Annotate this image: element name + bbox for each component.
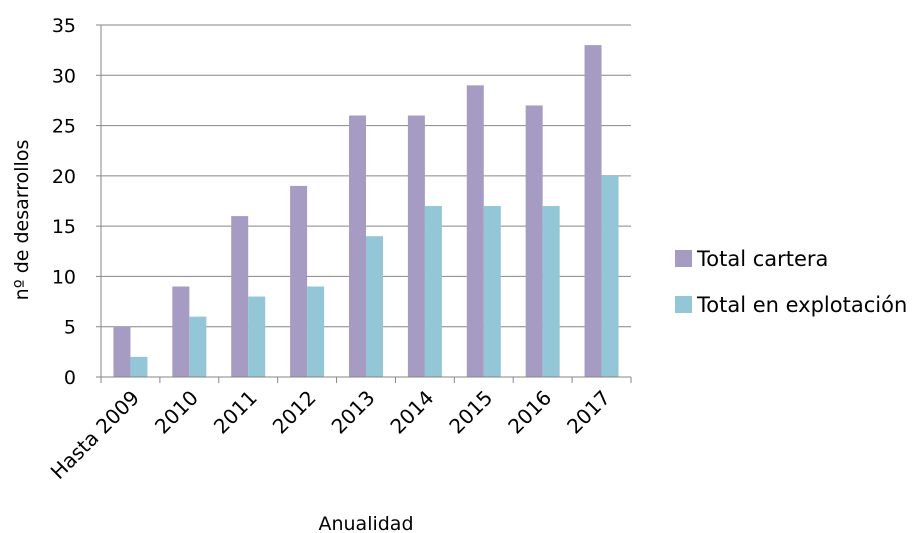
y-axis-title: nº de desarrollos bbox=[11, 140, 33, 301]
bars bbox=[113, 45, 619, 377]
legend-label: Total cartera bbox=[696, 247, 828, 271]
y-tick-label: 15 bbox=[52, 216, 76, 238]
y-tick-label: 20 bbox=[52, 166, 76, 188]
bar-total-cartera bbox=[231, 216, 249, 377]
bar-total-cartera bbox=[172, 286, 190, 377]
bar-total-en-explotacion bbox=[307, 286, 325, 377]
x-tick-labels: Hasta 2009 2010 2011 2012 2013 2014 2015 2016 20… bbox=[46, 377, 632, 484]
x-tick-label: 2017 bbox=[562, 386, 615, 439]
x-tick-label: Hasta 2009 bbox=[46, 386, 144, 484]
bar-total-en-explotacion bbox=[366, 236, 383, 377]
x-tick-label: 2015 bbox=[444, 386, 497, 439]
axes bbox=[100, 25, 631, 378]
bar-total-cartera bbox=[466, 85, 484, 377]
bar-total-en-explotacion bbox=[542, 206, 560, 377]
x-tick-label: 2012 bbox=[268, 386, 321, 439]
bar-total-en-explotacion bbox=[130, 356, 148, 377]
x-tick-label: 2014 bbox=[385, 386, 438, 439]
y-tick-labels: 0 5 10 15 20 25 30 35 bbox=[52, 15, 101, 389]
y-tick-label: 25 bbox=[52, 116, 76, 138]
legend-label: Total en explotación bbox=[696, 293, 907, 317]
x-tick-label: 2010 bbox=[150, 386, 203, 439]
x-tick-label: 2011 bbox=[209, 386, 262, 439]
bar-total-cartera bbox=[525, 105, 543, 377]
legend: Total cartera Total en explotación bbox=[675, 247, 907, 317]
x-axis-title: Anualidad bbox=[318, 513, 413, 533]
bar-total-en-explotacion bbox=[483, 206, 501, 377]
bar-total-en-explotacion bbox=[189, 316, 207, 377]
x-tick-label: 2016 bbox=[503, 386, 556, 439]
legend-swatch bbox=[675, 296, 692, 313]
y-tick-label: 10 bbox=[52, 266, 76, 288]
bar-total-en-explotacion bbox=[248, 296, 266, 377]
y-tick-label: 0 bbox=[64, 367, 76, 389]
bar-total-en-explotacion bbox=[424, 206, 442, 377]
bar-total-en-explotacion bbox=[601, 175, 619, 377]
y-tick-label: 30 bbox=[52, 65, 76, 87]
legend-swatch bbox=[675, 250, 692, 267]
bar-total-cartera bbox=[584, 45, 602, 377]
bar-total-cartera bbox=[113, 326, 131, 377]
y-tick-label: 35 bbox=[52, 15, 76, 37]
bar-total-cartera bbox=[349, 115, 366, 377]
x-tick-label: 2013 bbox=[327, 386, 380, 439]
bar-total-cartera bbox=[290, 185, 308, 377]
y-tick-label: 5 bbox=[64, 317, 76, 339]
bar-total-cartera bbox=[407, 115, 425, 377]
